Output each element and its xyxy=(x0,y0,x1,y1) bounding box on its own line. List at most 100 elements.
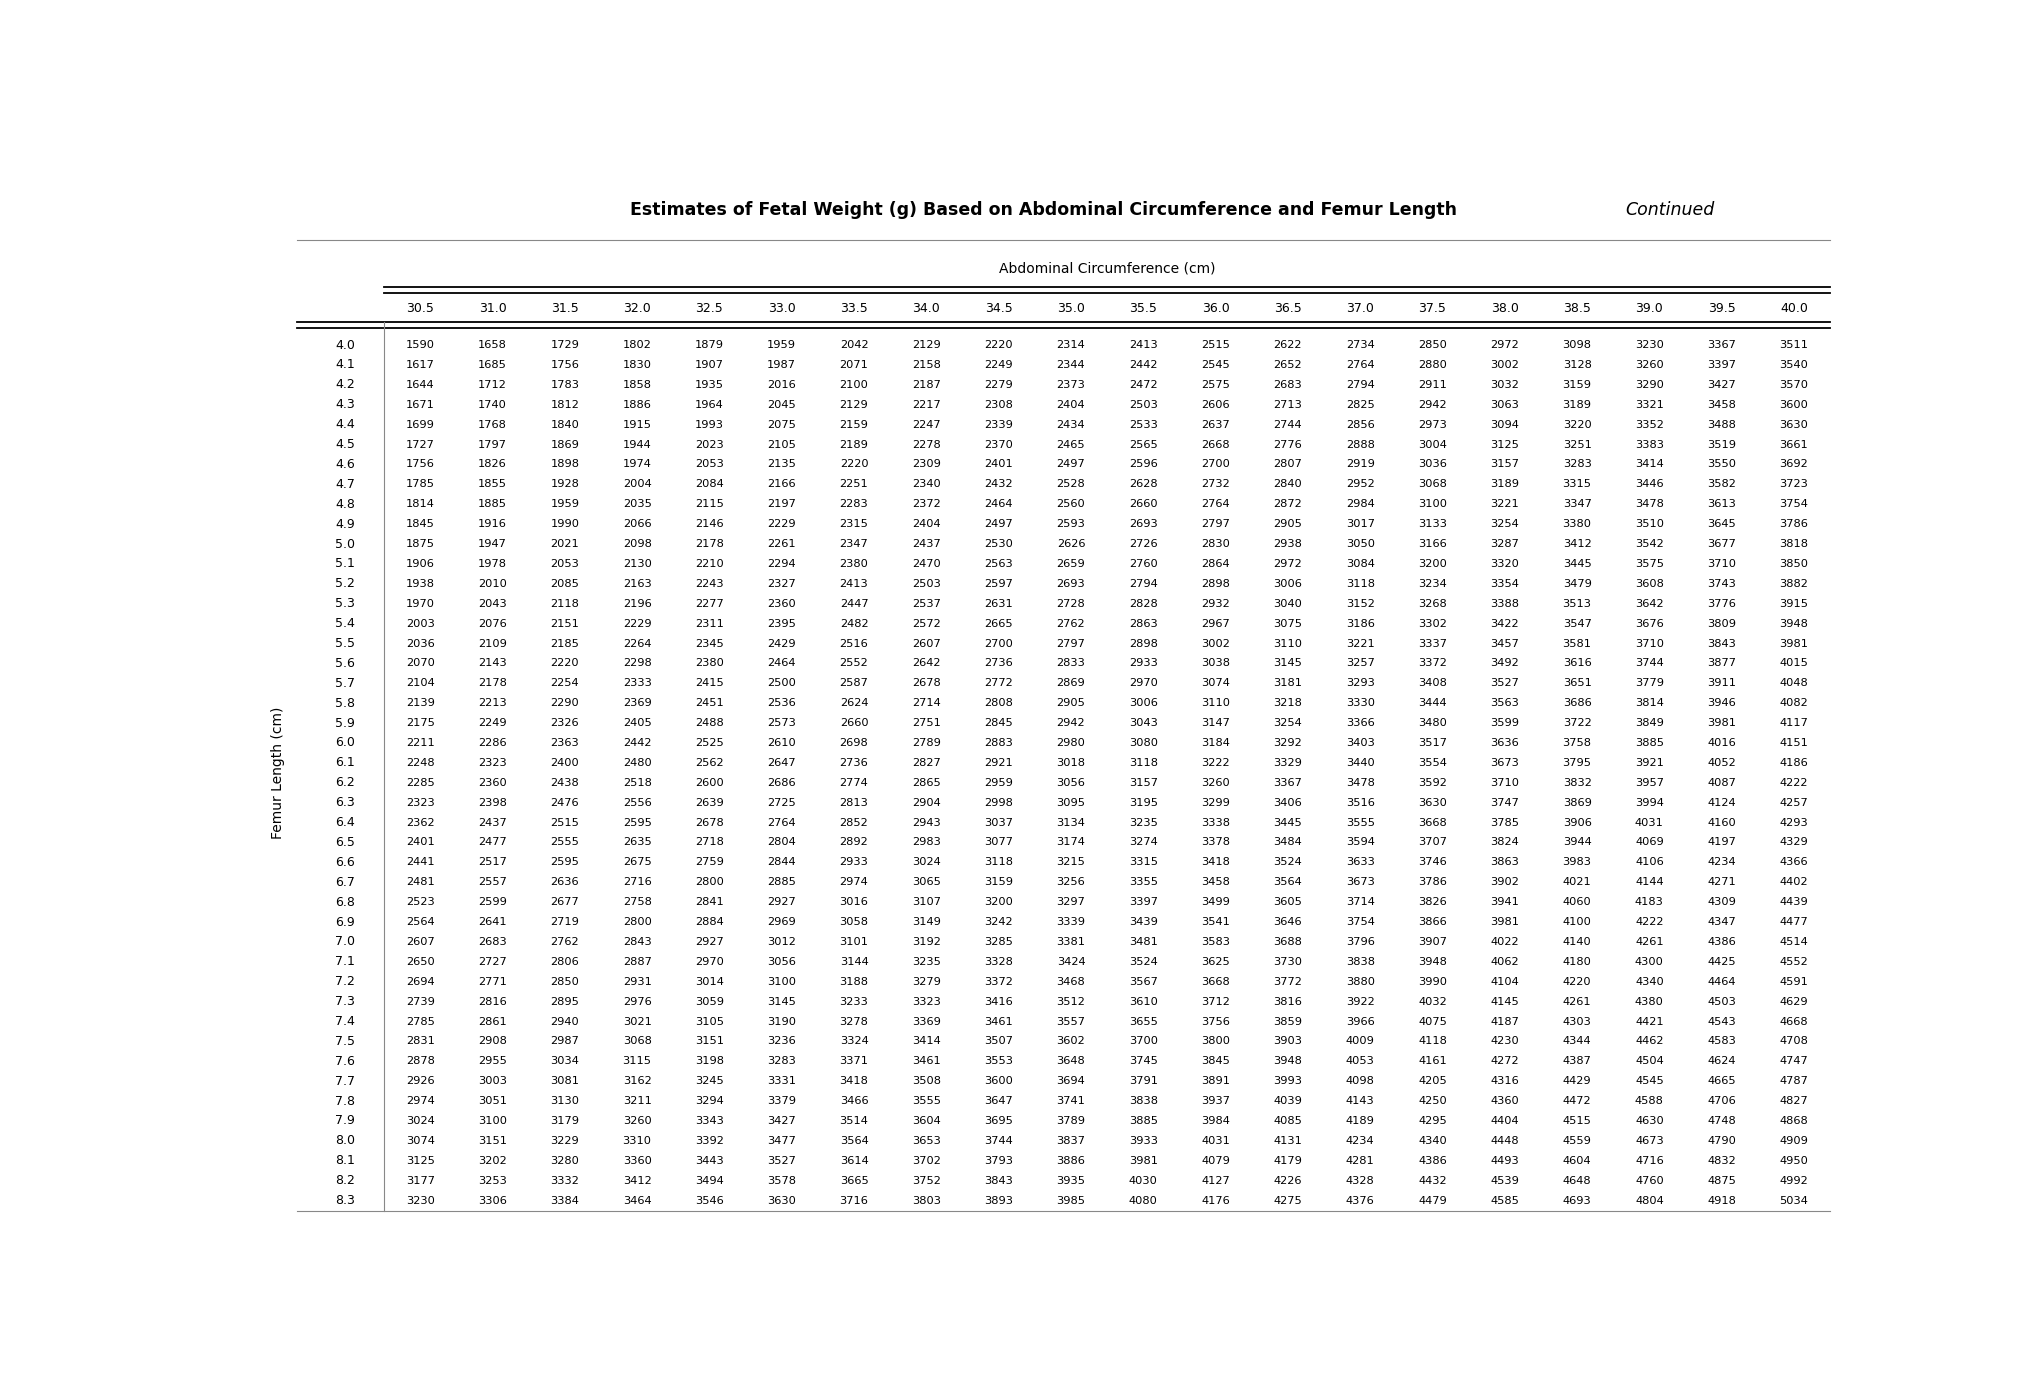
Text: 3379: 3379 xyxy=(768,1096,796,1107)
Text: 2555: 2555 xyxy=(550,838,579,847)
Text: 4668: 4668 xyxy=(1780,1017,1809,1027)
Text: 2878: 2878 xyxy=(405,1057,434,1067)
Text: 3397: 3397 xyxy=(1128,897,1157,907)
Text: 2525: 2525 xyxy=(695,739,723,748)
Text: 2447: 2447 xyxy=(839,598,868,609)
Text: 2146: 2146 xyxy=(695,520,723,529)
Text: 3710: 3710 xyxy=(1491,777,1520,788)
Text: 2437: 2437 xyxy=(913,539,941,548)
Text: 3957: 3957 xyxy=(1636,777,1664,788)
Text: 2442: 2442 xyxy=(623,739,652,748)
Text: 2004: 2004 xyxy=(623,480,652,489)
Text: 2333: 2333 xyxy=(623,678,652,688)
Text: 2647: 2647 xyxy=(768,758,796,768)
Text: 3065: 3065 xyxy=(913,878,941,887)
Text: 1814: 1814 xyxy=(405,499,434,510)
Text: 3786: 3786 xyxy=(1418,878,1446,887)
Text: 3600: 3600 xyxy=(984,1076,1012,1086)
Text: 2536: 2536 xyxy=(768,699,796,708)
Text: 5.1: 5.1 xyxy=(334,558,354,570)
Text: 3741: 3741 xyxy=(1057,1096,1086,1107)
Text: 3384: 3384 xyxy=(550,1196,579,1206)
Text: 2564: 2564 xyxy=(405,916,434,927)
Text: 3445: 3445 xyxy=(1562,559,1591,569)
Text: 2220: 2220 xyxy=(984,340,1012,350)
Text: 4624: 4624 xyxy=(1707,1057,1736,1067)
Text: 2864: 2864 xyxy=(1202,559,1230,569)
Text: 2497: 2497 xyxy=(1057,459,1086,470)
Text: 2515: 2515 xyxy=(1202,340,1230,350)
Text: 3944: 3944 xyxy=(1562,838,1591,847)
Text: 3032: 3032 xyxy=(1491,380,1520,390)
Text: 2290: 2290 xyxy=(550,699,579,708)
Text: 4205: 4205 xyxy=(1418,1076,1446,1086)
Text: 3796: 3796 xyxy=(1346,937,1375,947)
Text: 2955: 2955 xyxy=(479,1057,507,1067)
Text: 4760: 4760 xyxy=(1636,1175,1664,1185)
Text: 2610: 2610 xyxy=(768,739,796,748)
Text: 4425: 4425 xyxy=(1707,956,1736,967)
Text: 2827: 2827 xyxy=(913,758,941,768)
Text: 4039: 4039 xyxy=(1273,1096,1302,1107)
Text: 4827: 4827 xyxy=(1780,1096,1809,1107)
Text: 4048: 4048 xyxy=(1780,678,1809,688)
Text: 1886: 1886 xyxy=(623,400,652,409)
Text: 4464: 4464 xyxy=(1707,977,1736,987)
Text: 2863: 2863 xyxy=(1128,619,1157,628)
Text: 3004: 3004 xyxy=(1418,440,1446,449)
Text: 3527: 3527 xyxy=(1491,678,1520,688)
Text: 31.5: 31.5 xyxy=(550,302,579,316)
Text: 2880: 2880 xyxy=(1418,360,1446,369)
Text: 4583: 4583 xyxy=(1707,1036,1736,1046)
Text: 1875: 1875 xyxy=(405,539,434,548)
Text: 4629: 4629 xyxy=(1780,996,1809,1006)
Text: 3567: 3567 xyxy=(1128,977,1157,987)
Text: 3458: 3458 xyxy=(1202,878,1230,887)
Text: 3907: 3907 xyxy=(1418,937,1446,947)
Text: 4234: 4234 xyxy=(1346,1135,1375,1146)
Text: 4143: 4143 xyxy=(1346,1096,1375,1107)
Text: 1830: 1830 xyxy=(623,360,652,369)
Text: 2563: 2563 xyxy=(984,559,1012,569)
Text: 2217: 2217 xyxy=(913,400,941,409)
Text: 3937: 3937 xyxy=(1202,1096,1230,1107)
Text: 3511: 3511 xyxy=(1780,340,1809,350)
Text: 3499: 3499 xyxy=(1202,897,1230,907)
Text: 2884: 2884 xyxy=(695,916,723,927)
Text: 2933: 2933 xyxy=(1128,659,1157,668)
Text: 3557: 3557 xyxy=(1057,1017,1086,1027)
Text: 2229: 2229 xyxy=(623,619,652,628)
Text: 1783: 1783 xyxy=(550,380,579,390)
Text: 36.5: 36.5 xyxy=(1273,302,1302,316)
Text: 6.0: 6.0 xyxy=(334,736,354,750)
Text: 2249: 2249 xyxy=(984,360,1012,369)
Text: 1768: 1768 xyxy=(479,420,507,430)
Text: 3439: 3439 xyxy=(1128,916,1157,927)
Text: 5.9: 5.9 xyxy=(334,717,354,729)
Text: 3323: 3323 xyxy=(913,996,941,1006)
Text: 3481: 3481 xyxy=(1128,937,1157,947)
Text: 2071: 2071 xyxy=(839,360,868,369)
Text: 3516: 3516 xyxy=(1346,798,1375,808)
Text: 2943: 2943 xyxy=(913,817,941,828)
Text: 1993: 1993 xyxy=(695,420,723,430)
Text: 3859: 3859 xyxy=(1273,1017,1302,1027)
Text: 2432: 2432 xyxy=(984,480,1012,489)
Text: 3645: 3645 xyxy=(1707,520,1736,529)
Text: 2345: 2345 xyxy=(695,638,723,649)
Text: 2438: 2438 xyxy=(550,777,579,788)
Text: 2668: 2668 xyxy=(1202,440,1230,449)
Text: 1699: 1699 xyxy=(405,420,434,430)
Text: 3190: 3190 xyxy=(768,1017,796,1027)
Text: 2904: 2904 xyxy=(913,798,941,808)
Text: 2070: 2070 xyxy=(405,659,434,668)
Text: 2185: 2185 xyxy=(550,638,579,649)
Text: 3445: 3445 xyxy=(1273,817,1302,828)
Text: 2135: 2135 xyxy=(768,459,796,470)
Text: 3174: 3174 xyxy=(1057,838,1086,847)
Text: 2800: 2800 xyxy=(623,916,652,927)
Text: 4117: 4117 xyxy=(1780,718,1809,728)
Text: 3686: 3686 xyxy=(1562,699,1591,708)
Text: 3236: 3236 xyxy=(768,1036,796,1046)
Text: 3422: 3422 xyxy=(1491,619,1520,628)
